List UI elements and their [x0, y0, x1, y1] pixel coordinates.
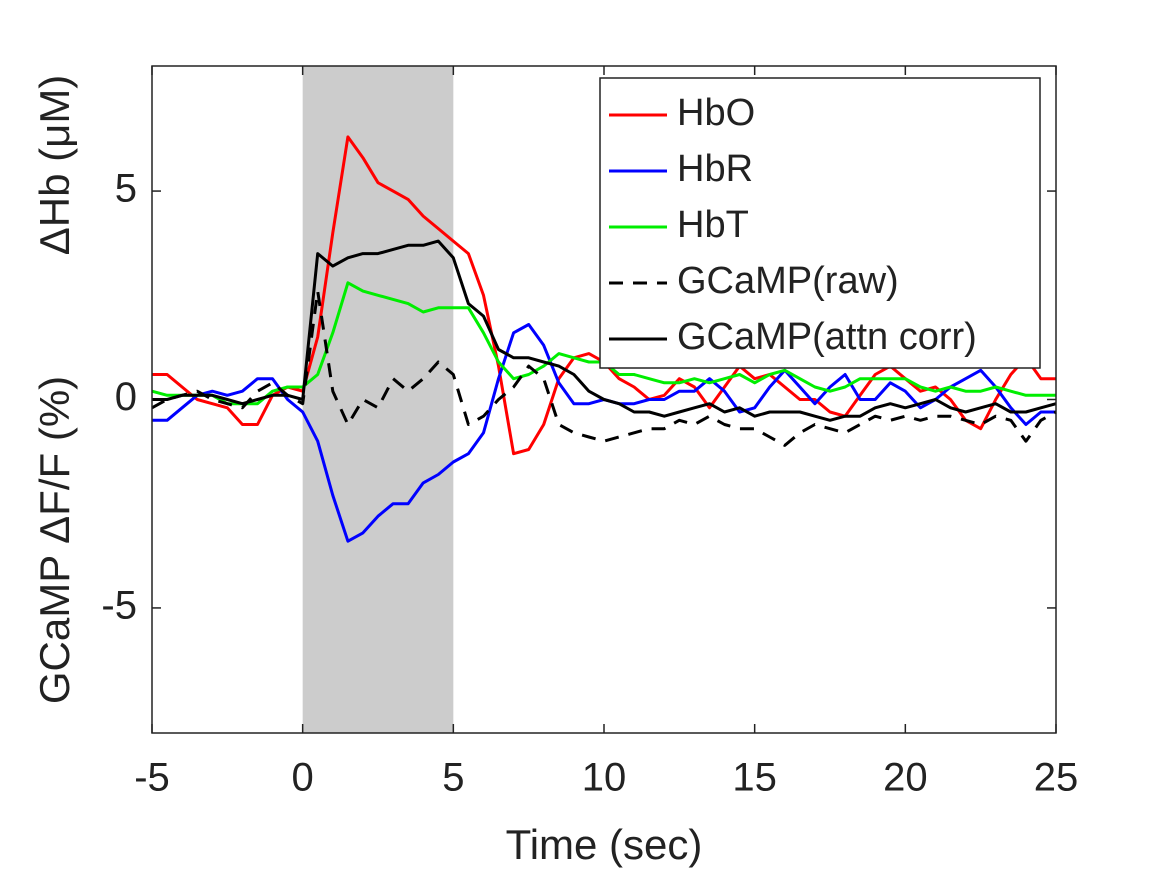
legend-label: GCaMP(attn corr) [677, 316, 977, 358]
axes-box [151, 65, 1057, 734]
legend-box [599, 77, 1041, 369]
y-axis-label: ΔHb (μM) [31, 75, 78, 256]
y-tick-label: 5 [115, 167, 137, 211]
y-tick-label: 0 [115, 375, 137, 419]
x-tick-label: 5 [442, 756, 464, 800]
series-line [151, 289, 1057, 447]
x-tick-label: 20 [883, 756, 928, 800]
x-tick-label: -5 [134, 756, 170, 800]
y-tick-label: -5 [101, 584, 137, 628]
legend-label: GCaMP(raw) [677, 260, 899, 302]
series-line [152, 239, 1057, 422]
x-tick-label: 10 [582, 756, 627, 800]
legend-label: HbT [677, 204, 749, 246]
legend-label: HbO [677, 92, 755, 134]
x-axis-label: Time (sec) [506, 821, 703, 868]
x-tick-label: 0 [292, 756, 314, 800]
legend-label: HbR [677, 148, 753, 190]
y-axis-label: GCaMP ΔF/F (%) [31, 376, 78, 704]
x-tick-label: 25 [1034, 756, 1079, 800]
x-tick-label: 15 [732, 756, 777, 800]
stimulus-shade [302, 66, 454, 733]
